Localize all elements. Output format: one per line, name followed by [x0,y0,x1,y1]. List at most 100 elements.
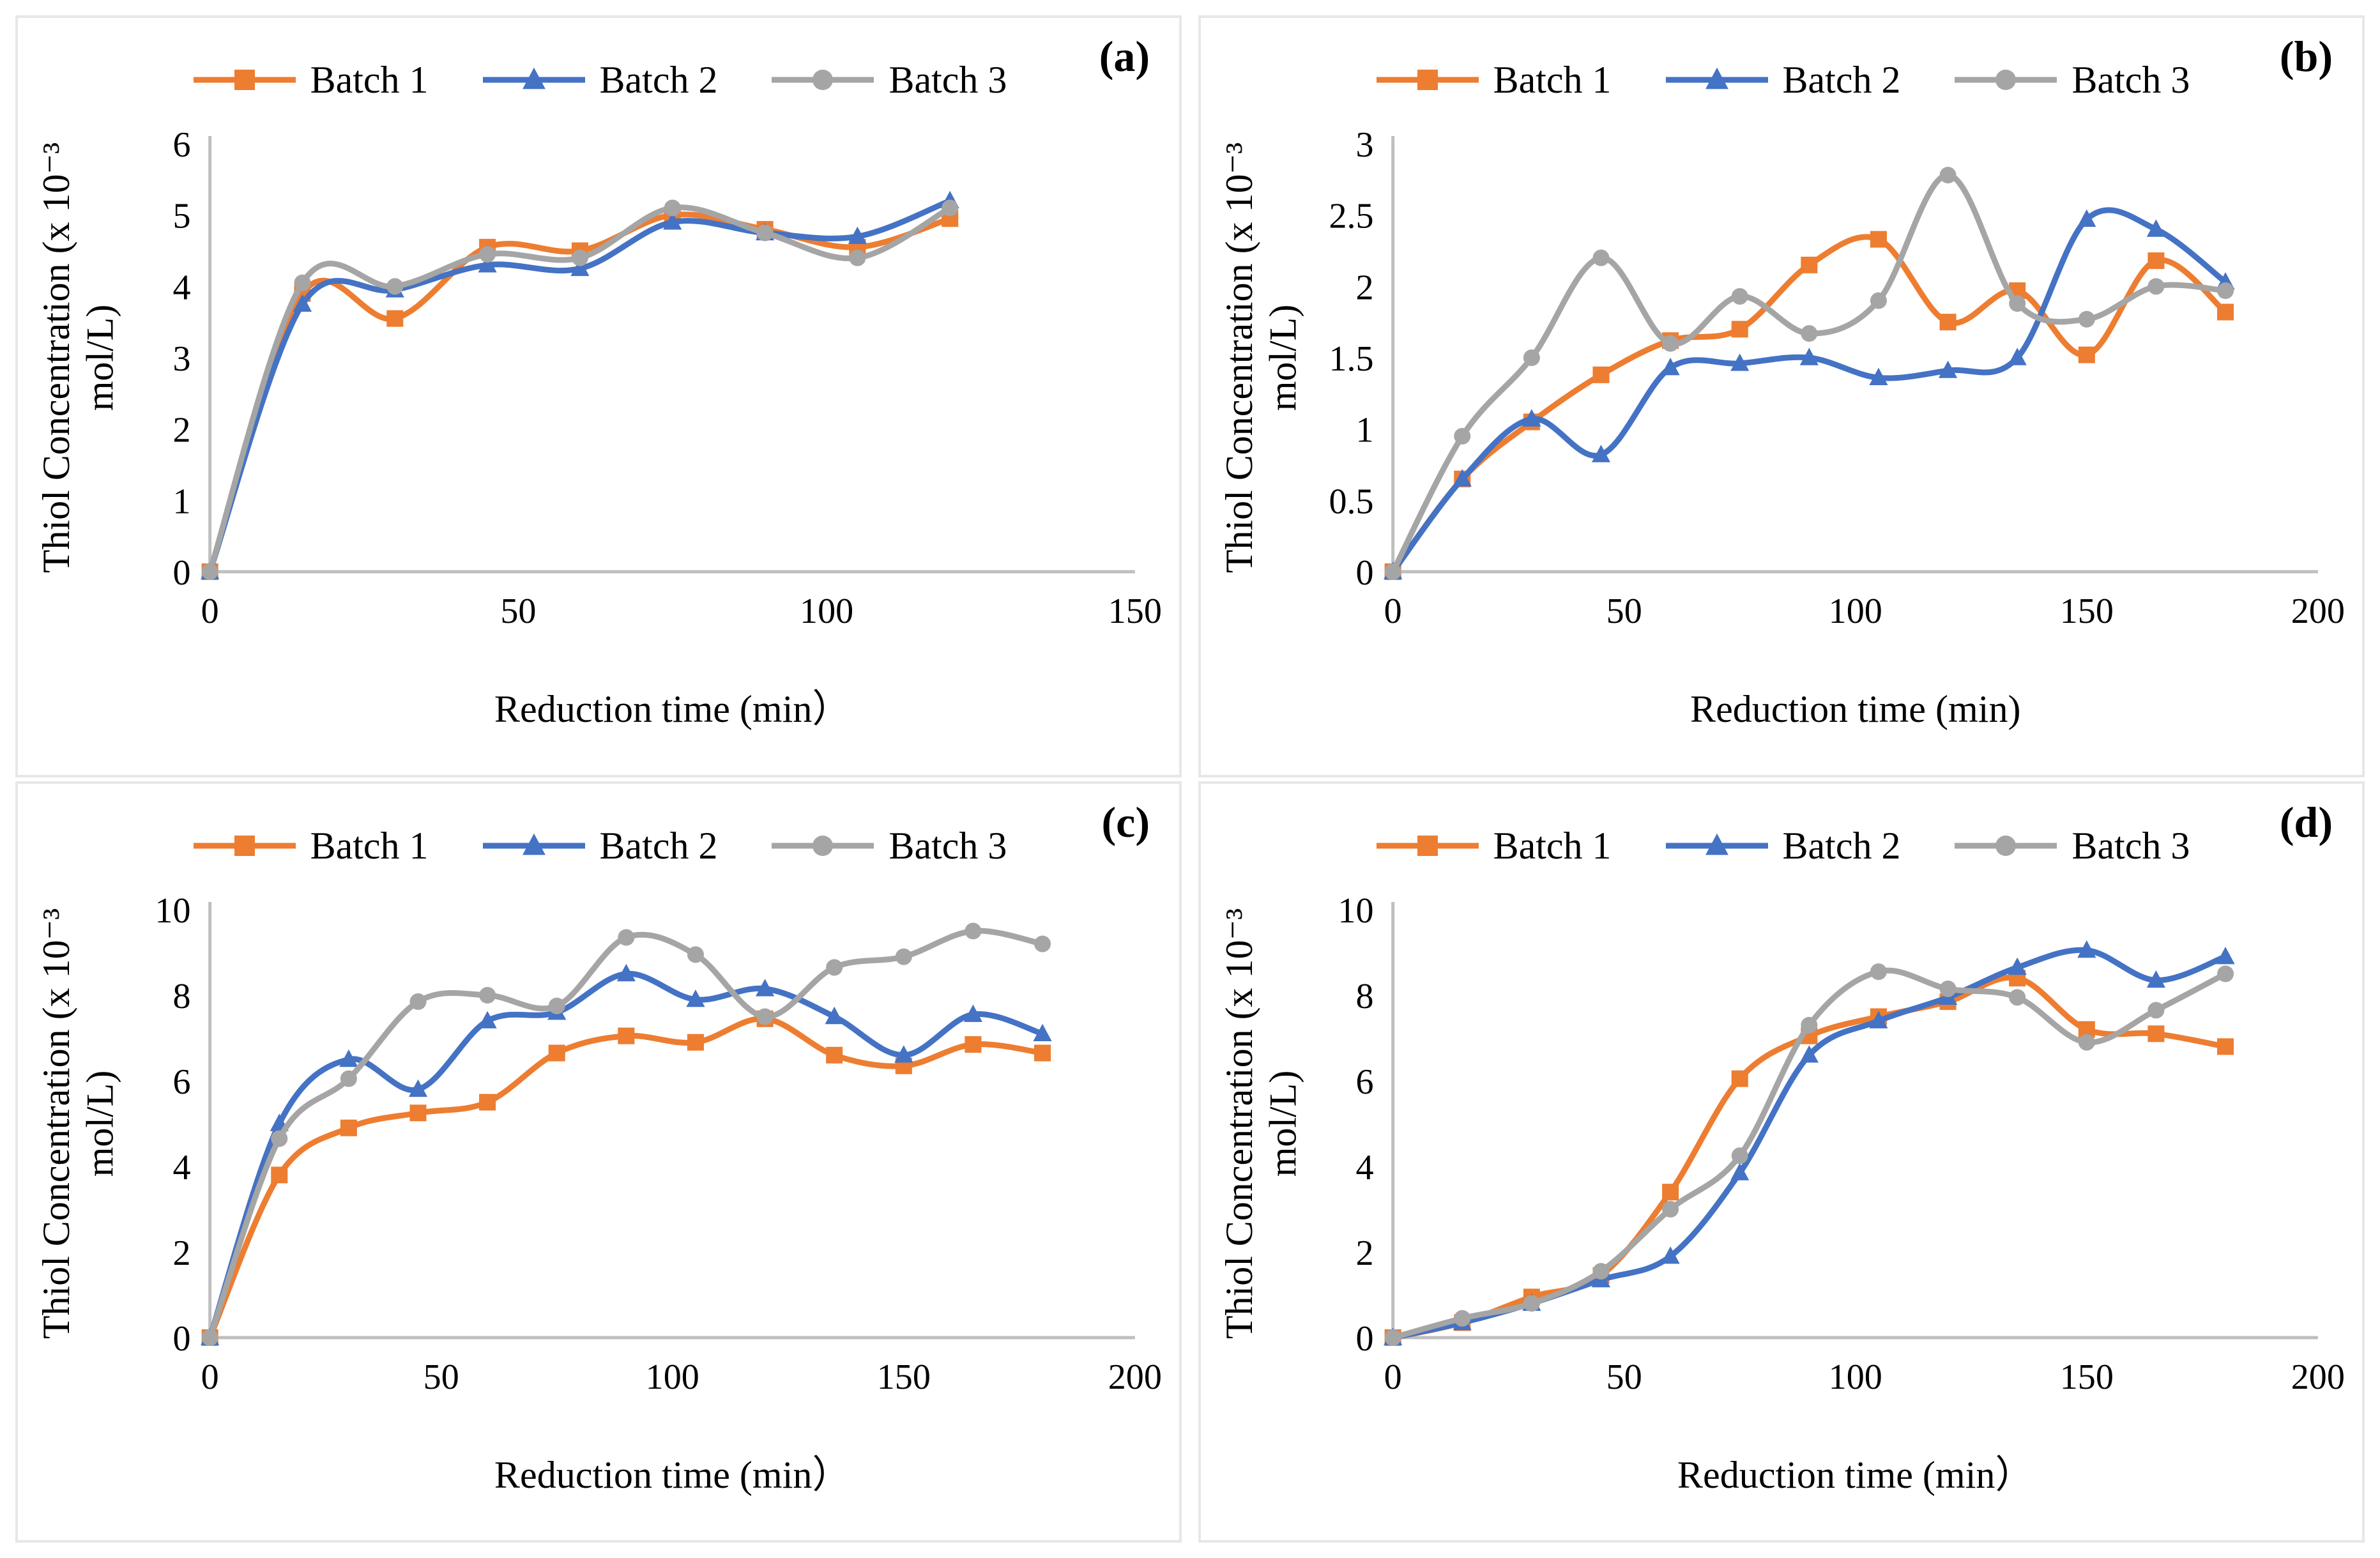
data-point-marker [478,1011,497,1028]
y-axis-label: Thiol Concentration (x 10⁻³mol/L) [1217,142,1304,573]
y-axis-label: Thiol Concentration (x 10⁻³mol/L) [34,142,121,573]
data-point-marker [965,1035,982,1053]
data-point-marker [340,1070,357,1087]
data-point-marker [293,294,312,312]
legend-marker [1705,833,1728,855]
data-point-marker [2008,347,2027,365]
batch3-line-circle-icon [1955,835,2057,856]
legend-row: Batch 1 Batch 2 Batch 3 (b) [1201,18,2362,128]
legend-item-batch1: Batch 1 [1373,61,1612,99]
data-point-marker [201,1329,218,1346]
data-point-marker [1730,353,1750,371]
y-axis-tick-label: 6 [173,128,191,165]
legend-marker [522,833,545,855]
data-point-marker [942,199,959,217]
data-point-marker [409,993,427,1010]
data-point-marker [2009,988,2026,1005]
legend-item-batch1: Batch 1 [190,61,429,99]
y-axis-tick-label: 5 [173,197,191,236]
data-point-marker [825,1006,844,1024]
y-axis-tick-label: 2.5 [1329,197,1373,236]
y-axis-tick-label: 6 [1356,1062,1374,1102]
data-point-marker [618,929,635,946]
figure-grid: Batch 1 Batch 2 Batch 3 (a) 0 1 2 3 4 5 6 0 50 10… [15,15,2365,1543]
series-line [207,970,1046,1340]
data-point-marker [201,563,218,580]
legend-item-batch1: Batch 1 [1373,827,1612,865]
legend-label: Batch 1 [310,59,429,101]
series-line [1390,947,2229,1340]
x-axis-tick-label: 150 [2060,592,2114,631]
x-axis-tick-label: 150 [1108,592,1162,631]
data-point-marker [1801,256,1818,273]
data-point-marker [826,958,843,975]
data-point-marker [1869,1011,1888,1028]
batch1-line-square-icon [1376,835,1479,856]
x-axis-tick-label: 150 [2060,1357,2114,1397]
legend-marker [1995,835,2017,856]
panel-d: Batch 1 Batch 2 Batch 3 (d) 0 2 4 6 8 10 0 50 10… [1198,781,2365,1543]
x-axis-tick-label: 50 [1606,1357,1642,1397]
legend-marker [812,835,834,856]
panel-b: Batch 1 Batch 2 Batch 3 (b) 0 0.5 1 1.5 2 2.5… [1198,15,2365,777]
data-point-marker [848,226,867,244]
data-point-marker [895,948,912,965]
legend-marker [522,67,545,89]
batch3-line-circle-icon [772,70,874,90]
legend-item-batch2: Batch 2 [480,61,717,99]
data-point-marker [2077,940,2096,958]
y-axis-tick-label: 8 [1356,977,1374,1016]
data-point-marker [756,1008,774,1025]
legend-marker [234,70,255,90]
chart-canvas-a: 0 1 2 3 4 5 6 0 50 100 150 Reduction time (min） Thio… [34,128,1162,730]
data-point-marker [894,1044,913,1062]
y-axis-tick-label: 2 [1356,1233,1374,1273]
series-line [1390,234,2229,575]
panel-a: Batch 1 Batch 2 Batch 3 (a) 0 1 2 3 4 5 6 0 50 10… [15,15,1182,777]
data-point-marker [1592,249,1610,266]
batch3-line-circle-icon [772,835,874,856]
data-point-marker [1869,367,1888,385]
data-point-marker [2078,310,2095,328]
legend-label: Batch 1 [310,824,429,867]
data-point-marker [386,278,404,295]
panel-letter: (c) [1101,797,1150,846]
data-point-marker [1939,980,1957,997]
data-point-marker [2008,957,2027,975]
data-point-marker [1592,1262,1610,1279]
y-axis-tick-label: 0 [173,553,191,593]
data-point-marker [478,255,497,273]
batch1-line-square-icon [193,835,296,856]
legend-label: Batch 3 [889,59,1007,101]
batch2-line-triangle-icon [482,833,585,855]
data-point-marker [409,1104,427,1121]
legend-row: Batch 1 Batch 2 Batch 3 (c) [18,784,1179,894]
data-point-marker [664,199,681,217]
data-point-marker [1523,349,1540,366]
y-axis-tick-label: 2 [173,1233,191,1273]
data-point-marker [1591,445,1611,462]
legend-row: Batch 1 Batch 2 Batch 3 (a) [18,18,1179,128]
x-axis-label: Reduction time (min） [494,687,851,730]
legend-item-batch2: Batch 2 [1663,824,1901,867]
legend-marker [812,70,834,90]
x-axis-tick-label: 50 [1606,592,1642,631]
panel-letter: (a) [1099,32,1150,80]
y-axis-label: Thiol Concentration (x 10⁻³mol/L) [34,908,121,1338]
y-axis-tick-label: 10 [155,894,190,931]
legend-label: Batch 2 [1782,824,1901,867]
legend-item-batch3: Batch 3 [768,61,1007,99]
data-point-marker [756,224,774,241]
data-point-marker [1730,1162,1750,1180]
data-point-marker [2009,295,2026,312]
data-point-marker [687,945,704,963]
data-point-marker [1731,287,1748,305]
y-axis-tick-label: 0.5 [1329,482,1373,521]
x-axis-tick-label: 100 [800,592,853,631]
data-point-marker [1523,1294,1540,1311]
data-point-marker [1454,1310,1471,1327]
y-axis-tick-label: 0 [1356,553,1374,593]
data-point-marker [2217,303,2234,321]
x-axis-tick-label: 200 [2291,1357,2345,1397]
data-point-marker [386,310,404,327]
